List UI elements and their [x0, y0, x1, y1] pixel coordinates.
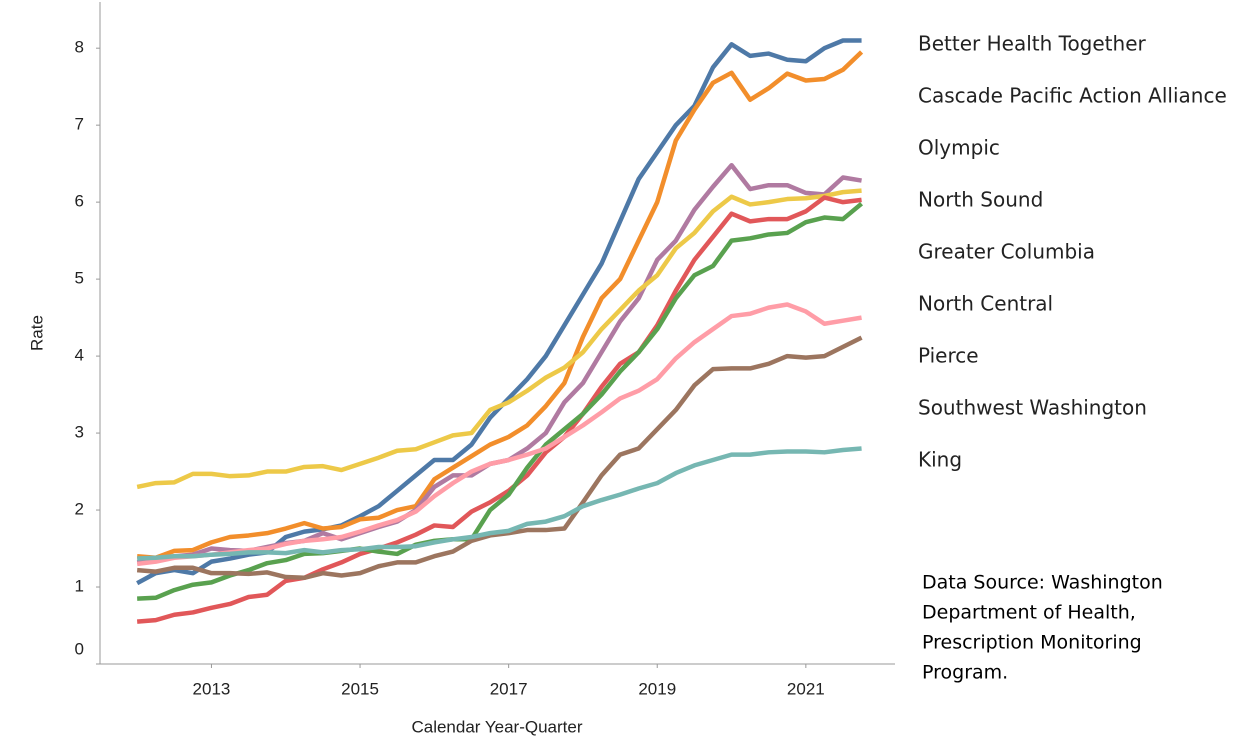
- x-axis-label: Calendar Year-Quarter: [411, 717, 582, 736]
- x-tick-label: 2021: [787, 679, 825, 698]
- y-tick-label: 0: [75, 639, 84, 658]
- legend-entry: Cascade Pacific Action Alliance: [918, 84, 1227, 108]
- legend-entry: North Sound: [918, 188, 1043, 212]
- y-tick-label: 4: [75, 346, 84, 365]
- series-line: [136, 50, 864, 561]
- source-note: Department of Health,: [922, 602, 1136, 624]
- x-tick-label: 2013: [193, 679, 231, 698]
- series-line: [136, 302, 862, 567]
- legend-entry: Southwest Washington: [918, 396, 1147, 420]
- source-note: Program.: [922, 662, 1008, 684]
- series-line: [137, 446, 862, 561]
- source-note: Prescription Monitoring: [922, 632, 1142, 654]
- x-tick-label: 2019: [638, 679, 676, 698]
- y-tick-label: 5: [75, 269, 84, 288]
- series-line: [136, 335, 863, 581]
- y-tick-label: 6: [75, 192, 84, 211]
- series-line: [137, 201, 864, 601]
- legend-entry: Better Health Together: [918, 32, 1147, 56]
- y-tick-label: 2: [75, 500, 84, 519]
- legend-entry: King: [918, 448, 962, 472]
- y-axis-label: Rate: [27, 315, 46, 351]
- x-tick-label: 2015: [341, 679, 379, 698]
- series-line: [136, 195, 862, 624]
- legend-entry: Pierce: [918, 344, 979, 368]
- y-tick-label: 1: [75, 577, 84, 596]
- legend-entry: Olympic: [918, 136, 1000, 160]
- y-tick-label: 3: [75, 423, 84, 442]
- x-tick-label: 2017: [490, 679, 528, 698]
- y-tick-label: 7: [75, 115, 84, 134]
- legend-entry: North Central: [918, 292, 1053, 316]
- series-line: [136, 188, 862, 490]
- source-note: Data Source: Washington: [922, 572, 1163, 594]
- legend-entry: Greater Columbia: [918, 240, 1095, 264]
- y-tick-label: 8: [75, 38, 84, 57]
